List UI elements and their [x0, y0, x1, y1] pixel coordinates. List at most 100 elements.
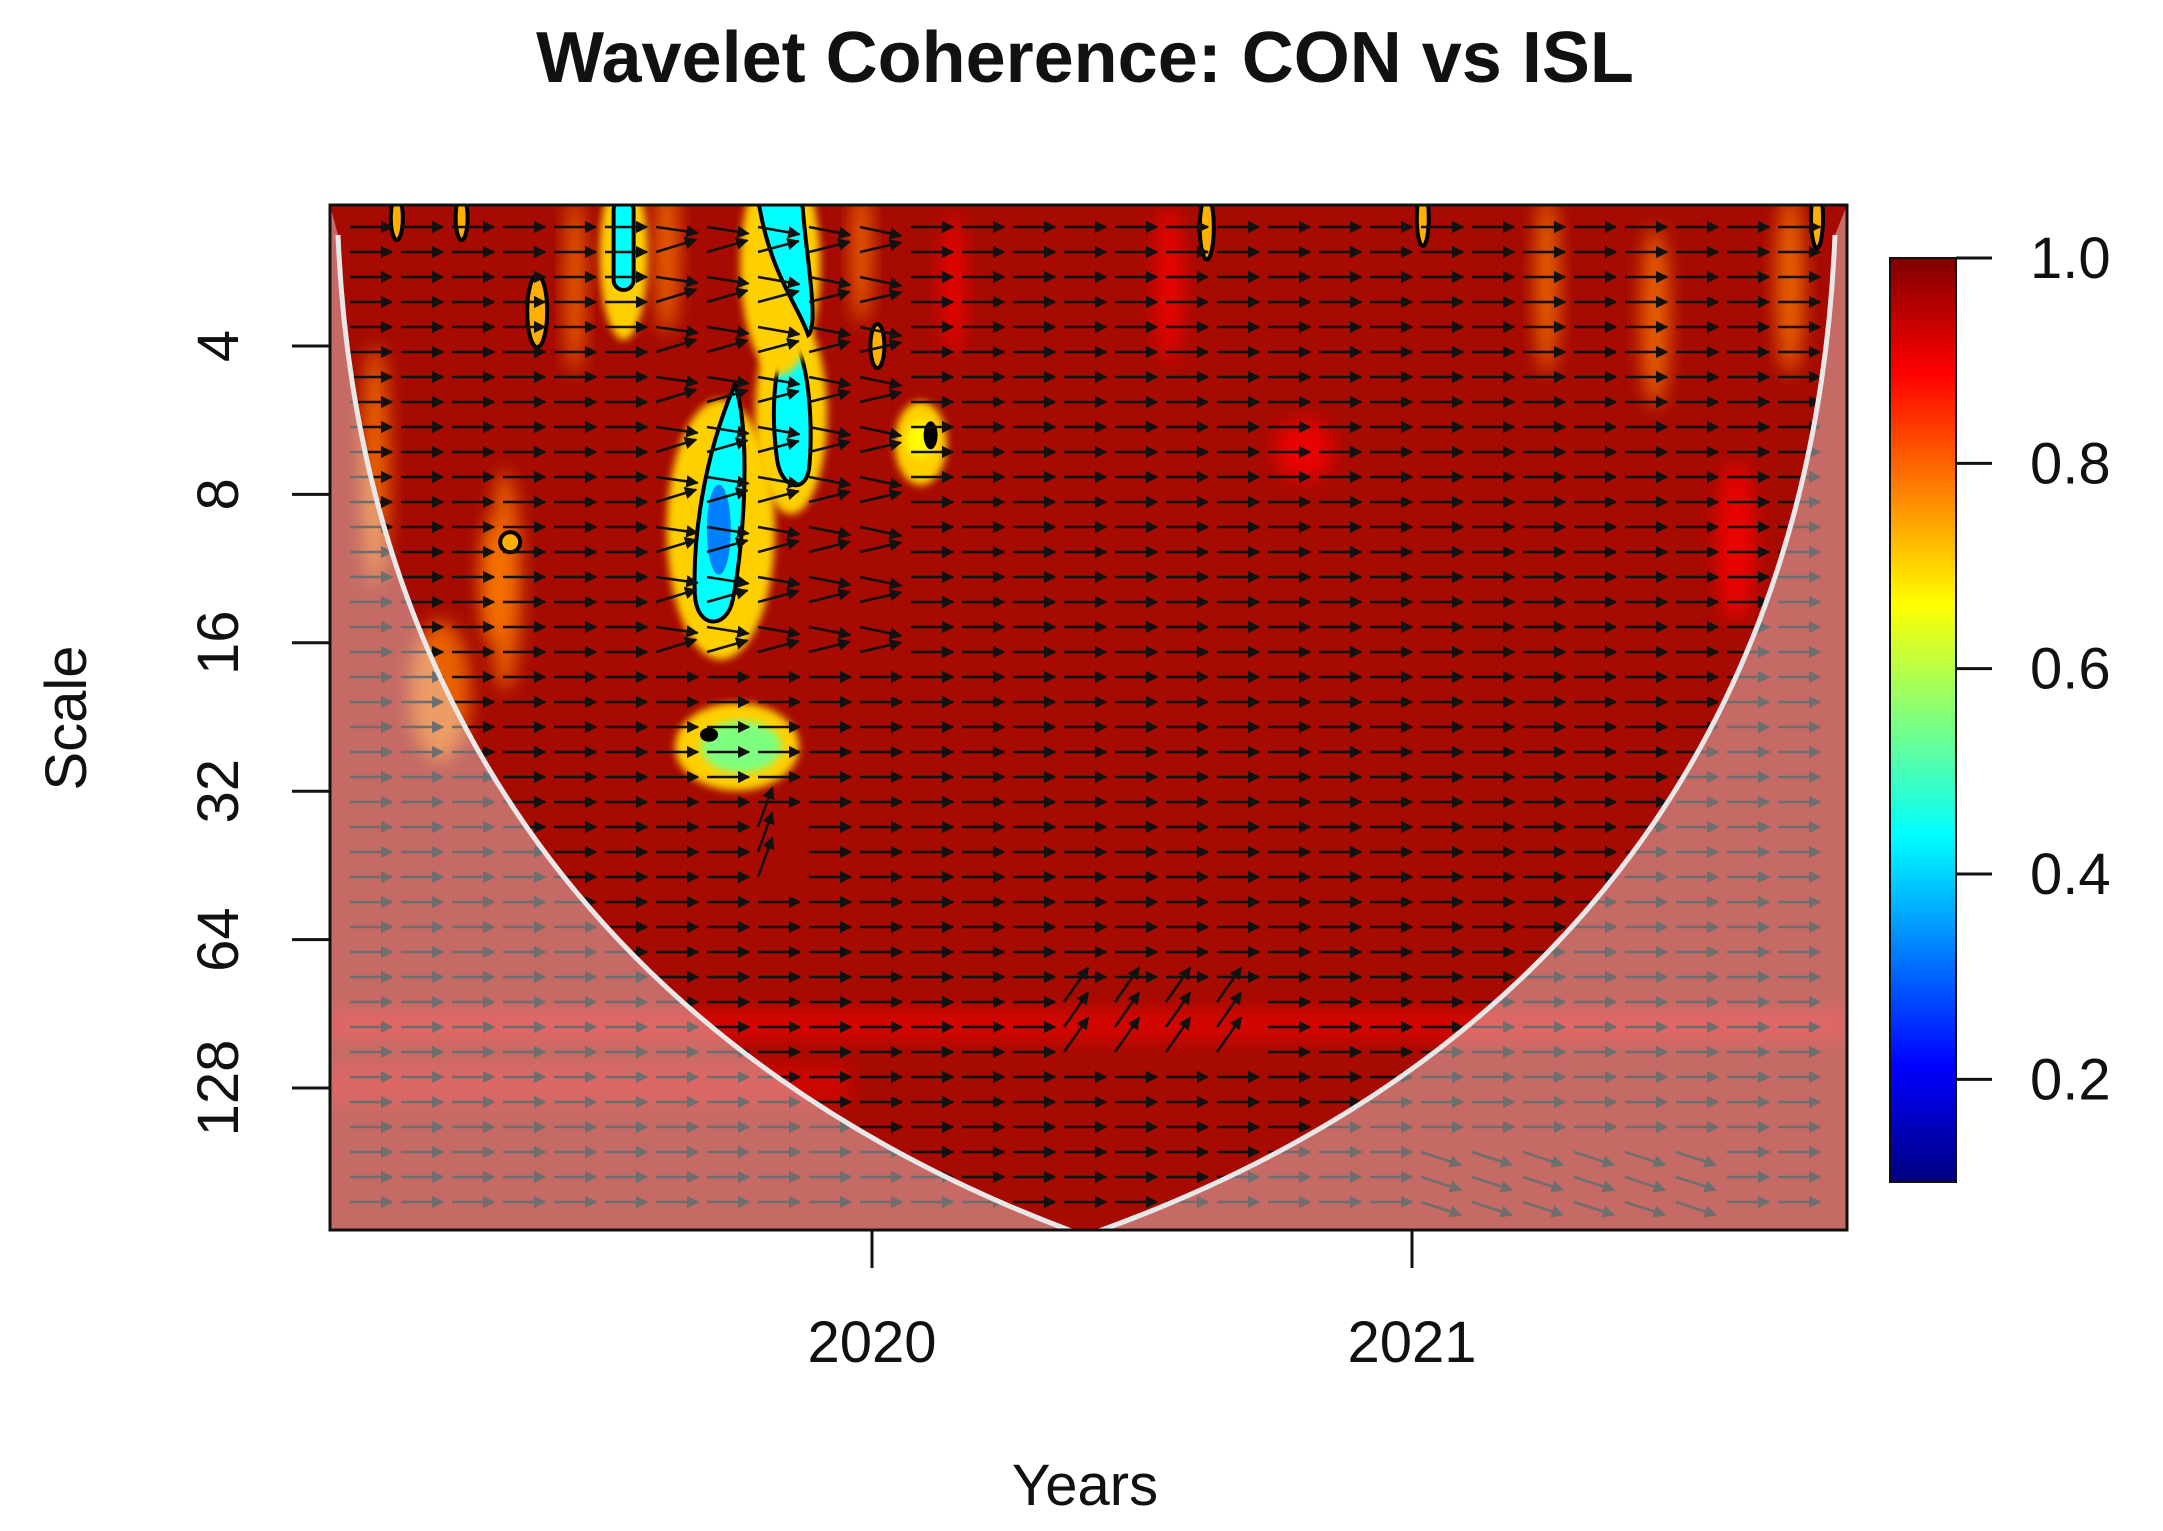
phase-arrow — [706, 637, 749, 654]
phase-arrow — [1522, 1175, 1565, 1193]
phase-arrow — [757, 238, 800, 254]
phase-arrow — [859, 238, 903, 254]
phase-arrow — [859, 438, 903, 454]
phase-arrow — [757, 538, 800, 554]
phase-arrows — [350, 220, 1822, 1218]
phase-arrow — [1573, 1175, 1616, 1193]
y-tick-label: 64 — [186, 907, 251, 972]
phase-arrow — [1215, 1016, 1243, 1053]
phase-arrow — [706, 337, 749, 354]
phase-arrow — [756, 811, 775, 853]
heatmap-contour — [1414, 205, 1431, 248]
y-tick-label: 4 — [186, 330, 251, 362]
phase-arrow — [655, 425, 699, 438]
y-tick-label: 8 — [186, 478, 251, 510]
plot-frame — [328, 203, 1849, 1232]
phase-arrow — [655, 237, 698, 254]
phase-arrow — [1624, 1200, 1667, 1218]
phase-arrow — [859, 288, 903, 304]
colorbar-gradient — [1889, 257, 1957, 1183]
phase-arrow — [757, 488, 800, 504]
phase-arrow — [706, 425, 750, 438]
phase-arrow — [808, 538, 851, 554]
phase-arrow — [757, 338, 800, 354]
phase-arrow — [859, 425, 903, 440]
phase-arrow — [808, 325, 852, 340]
phase-arrow — [1522, 1150, 1565, 1168]
phase-arrow — [1675, 1150, 1718, 1168]
phase-arrow — [808, 338, 851, 354]
phase-arrow — [757, 388, 800, 404]
phase-arrow — [859, 388, 903, 404]
phase-arrow — [757, 638, 800, 654]
phase-arrow — [655, 275, 699, 288]
heatmap-highlight — [654, 205, 679, 334]
phase-arrow — [1164, 991, 1192, 1028]
heatmap-highlight — [1535, 205, 1559, 375]
phase-arrow — [1113, 1016, 1141, 1053]
heatmap-highlight — [1641, 227, 1669, 408]
phase-arrow — [1164, 1016, 1192, 1053]
phase-arrow — [655, 525, 699, 538]
colorbar-tick-label: 0.2 — [2030, 1047, 2111, 1112]
phase-arrow — [1420, 1150, 1463, 1168]
phase-arrow — [757, 325, 801, 339]
phase-arrow — [1624, 1150, 1667, 1168]
phase-arrow — [808, 638, 851, 654]
heatmap-feature — [721, 734, 761, 759]
phase-arrow — [808, 238, 851, 254]
phase-arrow — [757, 288, 800, 304]
y-axis: Scale 4 8 16 32 64 128 — [34, 330, 330, 1136]
phase-arrow — [859, 625, 903, 640]
heatmap-highlight — [1274, 419, 1334, 480]
phase-arrow — [655, 475, 699, 488]
phase-arrow — [1573, 1150, 1616, 1168]
cone-of-influence — [330, 205, 1847, 1230]
phase-arrow — [757, 625, 801, 639]
phase-arrow — [757, 588, 800, 604]
phase-arrow — [706, 237, 749, 254]
phase-arrow — [706, 375, 750, 388]
phase-arrow — [756, 786, 775, 828]
phase-arrow — [808, 275, 852, 290]
heatmap-contour — [388, 205, 405, 242]
phase-arrow — [808, 288, 851, 304]
phase-arrow — [859, 638, 903, 654]
phase-arrow — [757, 425, 801, 439]
heatmap-contour — [525, 273, 550, 350]
phase-arrow — [1062, 991, 1090, 1028]
phase-arrow — [655, 337, 698, 354]
colorbar-tick-label: 0.8 — [2030, 431, 2111, 496]
phase-arrow — [808, 425, 852, 440]
phase-arrow — [859, 375, 903, 390]
phase-arrow — [1215, 991, 1243, 1028]
phase-arrow — [1675, 1175, 1718, 1193]
phase-arrow — [655, 287, 698, 304]
phase-arrow — [757, 525, 801, 539]
phase-arrow — [706, 537, 749, 554]
phase-arrow — [808, 375, 852, 390]
phase-arrow — [859, 538, 903, 554]
phase-arrow — [1573, 1200, 1616, 1218]
x-tick-label: 2021 — [1347, 1310, 1476, 1375]
phase-arrow — [859, 225, 903, 240]
phase-arrow — [808, 625, 852, 640]
phase-arrow — [655, 375, 699, 388]
heatmap-highlight — [410, 620, 470, 761]
x-axis-label: Years — [1012, 1453, 1158, 1518]
phase-arrow — [1164, 966, 1192, 1003]
phase-arrow — [1062, 966, 1090, 1003]
phase-arrow — [1471, 1150, 1514, 1168]
phase-arrow — [808, 225, 852, 240]
phase-arrow — [756, 836, 775, 878]
phase-arrow — [655, 325, 699, 338]
phase-arrow — [808, 388, 851, 404]
colorbar-tick-label: 0.6 — [2030, 637, 2111, 702]
phase-arrow — [859, 338, 903, 354]
phase-arrow — [1113, 991, 1141, 1028]
colorbar: 0.2 0.4 0.6 0.8 1.0 — [1889, 226, 2111, 1183]
heatmap-contour — [923, 421, 938, 450]
phase-arrow — [1471, 1175, 1514, 1193]
phase-arrow — [859, 588, 903, 604]
